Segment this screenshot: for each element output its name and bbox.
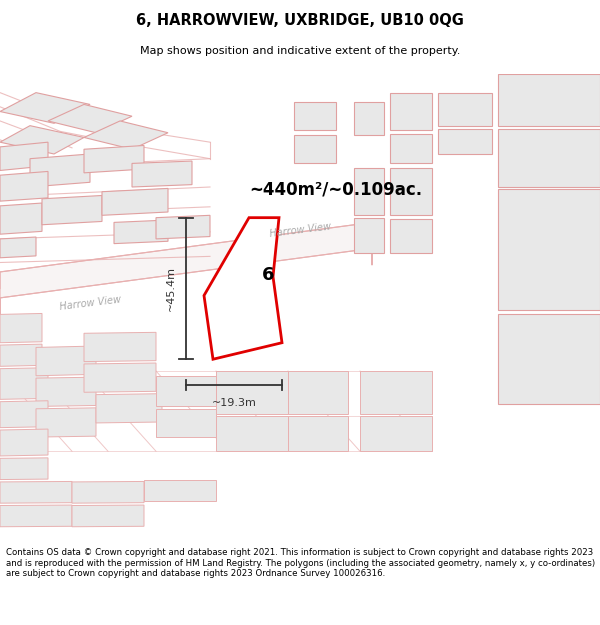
Polygon shape bbox=[84, 146, 144, 173]
Polygon shape bbox=[132, 161, 192, 187]
Polygon shape bbox=[498, 314, 600, 404]
Polygon shape bbox=[390, 134, 432, 163]
Text: Contains OS data © Crown copyright and database right 2021. This information is : Contains OS data © Crown copyright and d… bbox=[6, 548, 595, 578]
Polygon shape bbox=[0, 203, 42, 234]
Polygon shape bbox=[156, 409, 216, 437]
Polygon shape bbox=[0, 505, 72, 527]
Polygon shape bbox=[288, 371, 348, 414]
Text: 6, HARROWVIEW, UXBRIDGE, UB10 0QG: 6, HARROWVIEW, UXBRIDGE, UB10 0QG bbox=[136, 13, 464, 28]
Polygon shape bbox=[354, 102, 384, 135]
Polygon shape bbox=[102, 188, 168, 215]
Polygon shape bbox=[354, 217, 384, 253]
Polygon shape bbox=[498, 74, 600, 126]
Polygon shape bbox=[360, 416, 432, 451]
Polygon shape bbox=[156, 215, 210, 239]
Polygon shape bbox=[84, 363, 156, 392]
Text: Harrow View: Harrow View bbox=[59, 294, 121, 312]
Polygon shape bbox=[390, 219, 432, 253]
Text: Harrow View: Harrow View bbox=[269, 222, 331, 239]
Polygon shape bbox=[0, 126, 84, 154]
Polygon shape bbox=[30, 154, 90, 187]
Polygon shape bbox=[216, 416, 288, 451]
Polygon shape bbox=[390, 92, 432, 131]
Text: ~19.3m: ~19.3m bbox=[212, 398, 256, 408]
Polygon shape bbox=[354, 168, 384, 215]
Text: ~440m²/~0.109ac.: ~440m²/~0.109ac. bbox=[250, 181, 422, 198]
Polygon shape bbox=[42, 196, 102, 225]
Text: 6: 6 bbox=[262, 266, 274, 284]
Polygon shape bbox=[498, 129, 600, 187]
Polygon shape bbox=[0, 314, 42, 342]
Polygon shape bbox=[216, 371, 288, 414]
Polygon shape bbox=[498, 189, 600, 309]
Polygon shape bbox=[36, 377, 96, 406]
Polygon shape bbox=[0, 142, 48, 171]
Polygon shape bbox=[438, 92, 492, 126]
Polygon shape bbox=[0, 222, 372, 314]
Polygon shape bbox=[294, 102, 336, 131]
Polygon shape bbox=[84, 121, 168, 149]
Polygon shape bbox=[72, 505, 144, 527]
Polygon shape bbox=[294, 135, 336, 163]
Polygon shape bbox=[96, 394, 162, 423]
Polygon shape bbox=[84, 332, 156, 362]
Polygon shape bbox=[156, 376, 216, 406]
Polygon shape bbox=[144, 479, 216, 501]
Polygon shape bbox=[36, 408, 96, 437]
Polygon shape bbox=[0, 171, 48, 201]
Polygon shape bbox=[438, 129, 492, 154]
Polygon shape bbox=[48, 104, 132, 132]
Polygon shape bbox=[0, 458, 48, 479]
Polygon shape bbox=[36, 346, 96, 376]
Polygon shape bbox=[0, 429, 48, 456]
Polygon shape bbox=[114, 220, 168, 244]
Polygon shape bbox=[288, 416, 348, 451]
Polygon shape bbox=[390, 168, 432, 215]
Polygon shape bbox=[0, 368, 48, 399]
Polygon shape bbox=[0, 401, 48, 428]
Polygon shape bbox=[0, 237, 36, 258]
Polygon shape bbox=[0, 92, 90, 123]
Text: Map shows position and indicative extent of the property.: Map shows position and indicative extent… bbox=[140, 46, 460, 56]
Polygon shape bbox=[0, 344, 42, 366]
Text: ~45.4m: ~45.4m bbox=[166, 266, 176, 311]
Polygon shape bbox=[204, 217, 282, 359]
Polygon shape bbox=[72, 481, 144, 503]
Polygon shape bbox=[0, 481, 72, 503]
Polygon shape bbox=[360, 371, 432, 414]
